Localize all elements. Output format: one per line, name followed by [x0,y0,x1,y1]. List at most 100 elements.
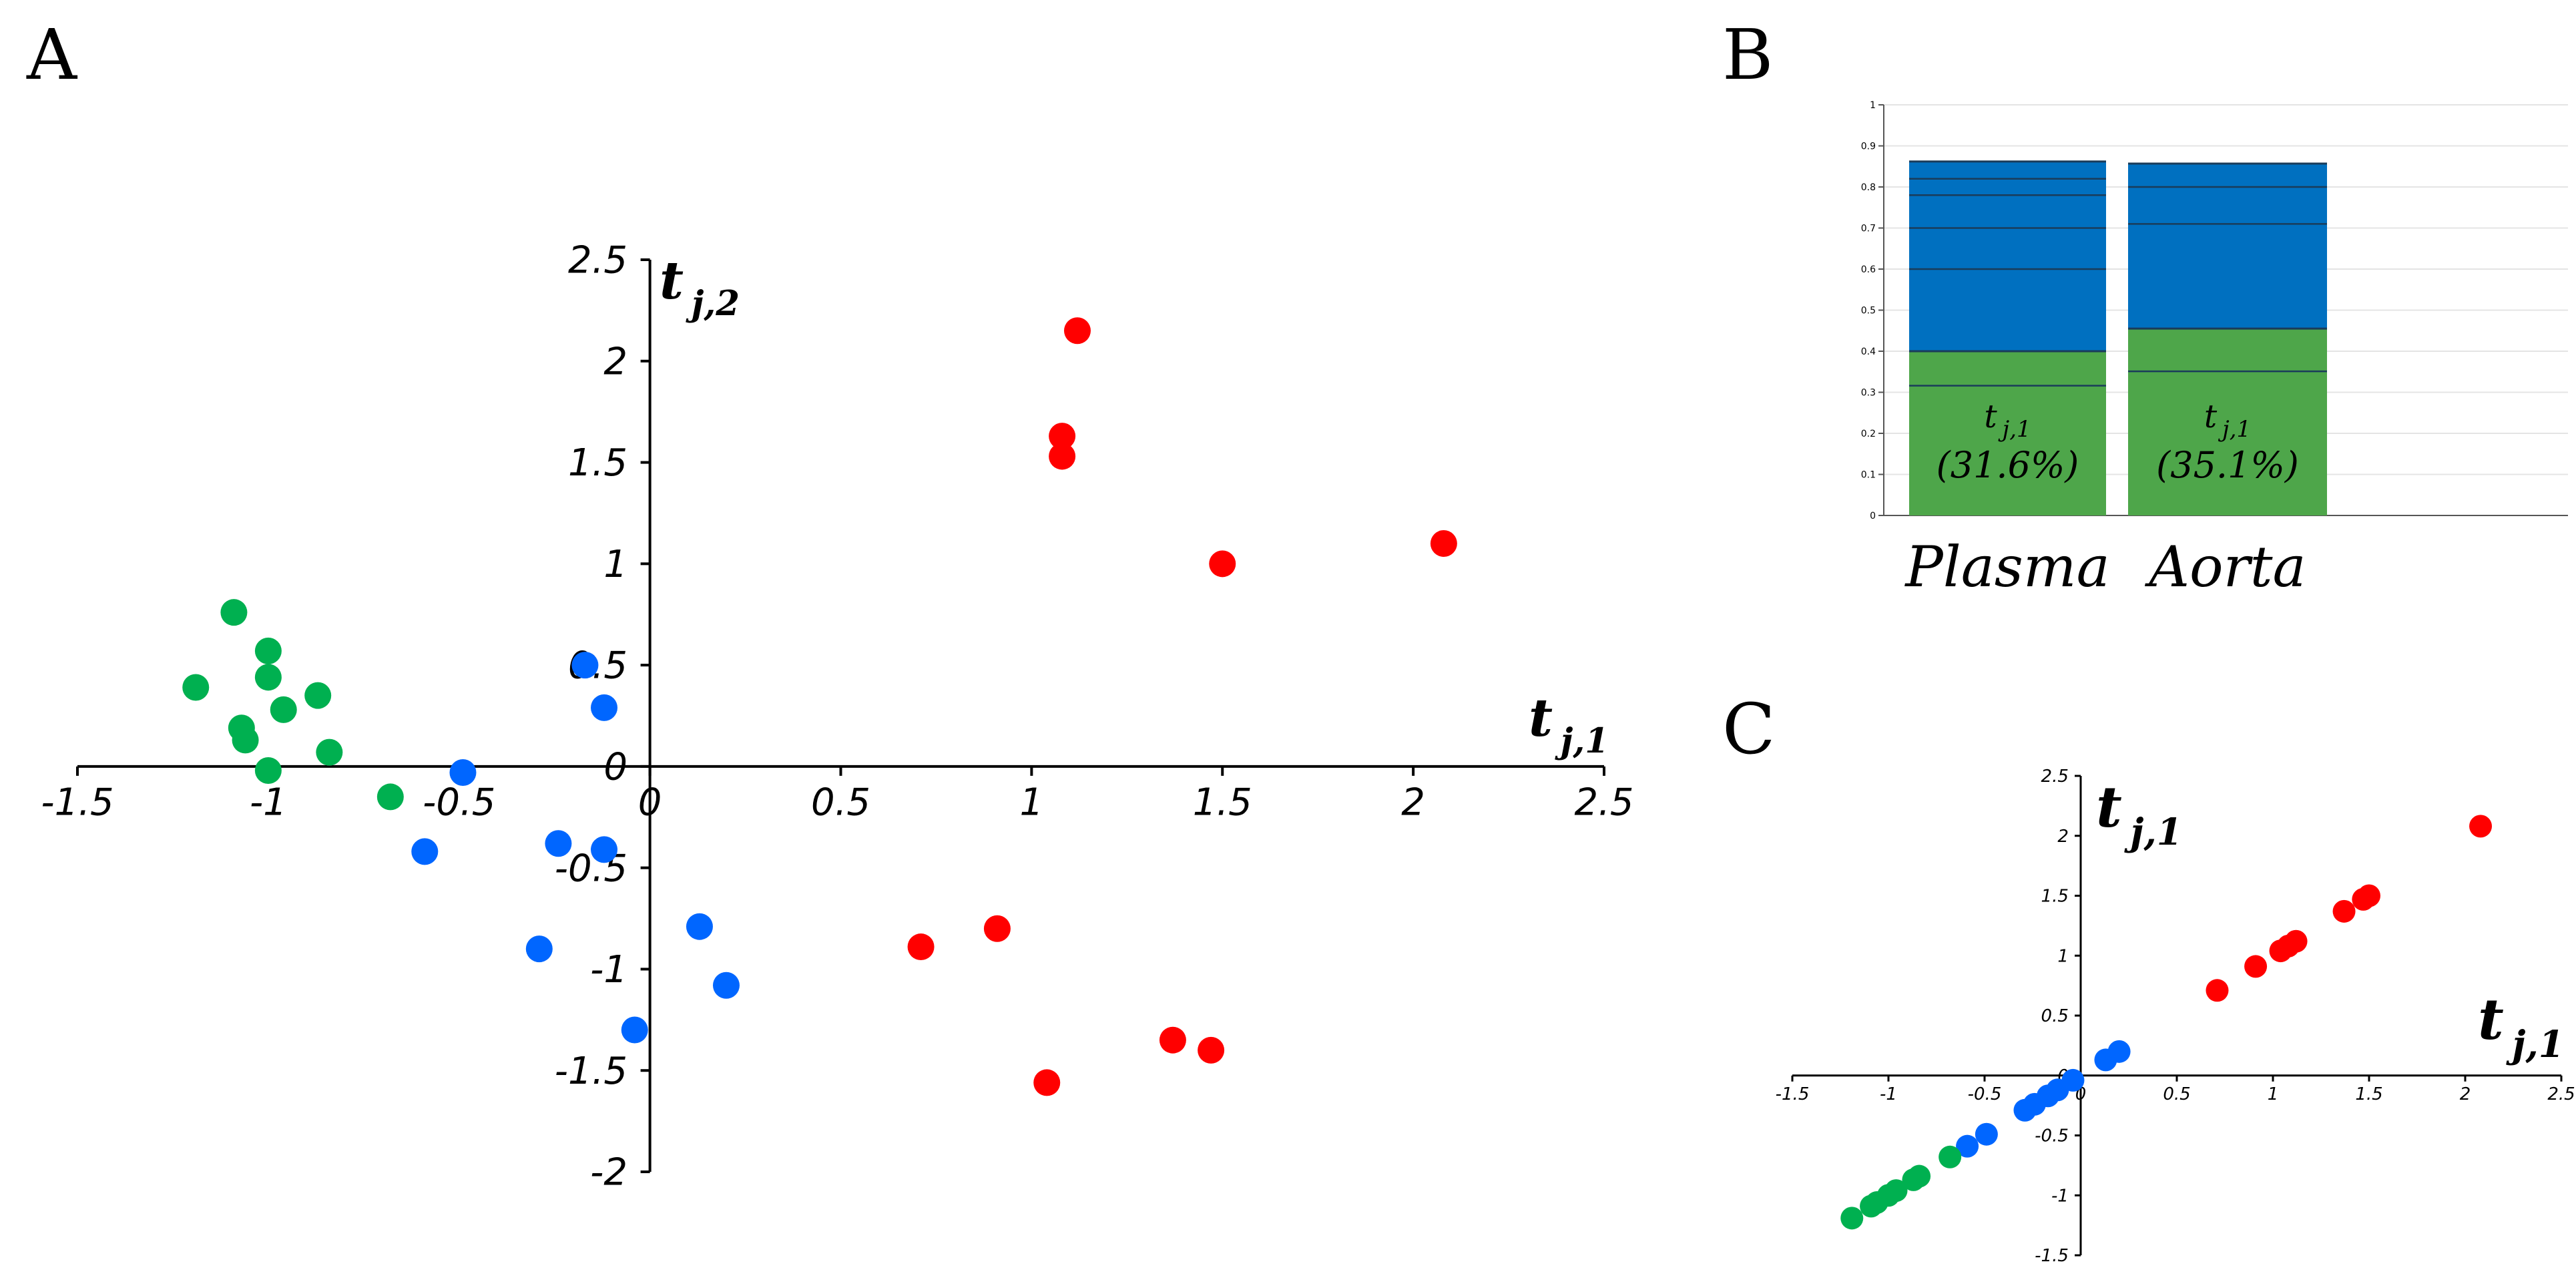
x-tick-label: 1.5 [2355,1084,2382,1104]
data-point-green [1840,1207,1864,1230]
data-point-red [907,933,935,961]
y-tick-label: 2.5 [2041,767,2069,787]
y-tick-label: 0.5 [2041,1006,2069,1026]
data-point-blue [591,694,618,721]
y-tick-label: 0 [603,745,627,789]
y-tick-label: 2 [2057,827,2069,847]
x-tick-label: 2.5 [2547,1084,2575,1104]
data-point-blue [686,913,713,940]
y-tick-label: 0.2 [1861,429,1876,439]
x-tick-label: -0.5 [423,781,495,825]
data-point-red [1049,443,1076,470]
x-tick-label: -0.5 [1968,1084,2002,1104]
data-point-blue [2094,1048,2117,1072]
bar-segment-green [1909,351,2106,515]
x-axis-title: t j,1 [1529,688,1609,761]
y-tick-label: -1 [590,948,627,992]
y-tick-label: 1 [2057,946,2069,966]
data-point-blue [621,1016,648,1044]
data-point-blue [545,830,572,857]
data-point-blue [1975,1122,1998,1146]
panel-label-c: C [1722,688,1776,770]
data-point-red [2269,939,2292,963]
bar-label-subscript: j,1 [2218,416,2251,443]
y-tick-label: 0.6 [1861,264,1876,275]
data-point-red [983,915,1011,942]
bar-segment-green [2128,329,2327,515]
y-tick-label: 1.5 [568,441,627,485]
bar-label-percent: (31.6%) [1937,444,2079,486]
y-tick-label: -1 [2051,1186,2069,1206]
category-label: Aorta [2144,534,2306,600]
y-tick-label: 0.4 [1861,347,1876,357]
data-point-red [2352,887,2375,911]
data-point-red [1159,1026,1186,1054]
y-tick-label: 1 [1870,100,1876,111]
y-tick-label: -1.5 [555,1050,627,1093]
bar-label-component: t j,1 [1984,398,2031,443]
y-tick-label: 2 [603,340,627,383]
y-tick-label: 0.9 [1861,142,1876,152]
data-point-red [1049,423,1076,450]
x-tick-label: 1.5 [1193,781,1252,825]
data-point-green [254,664,282,691]
data-point-blue [571,652,599,679]
panel-label-b: B [1722,14,1773,95]
bar-label-component: t j,1 [2204,398,2251,443]
x-tick-label: -1.5 [1776,1084,1810,1104]
y-tick-label: 1.5 [2041,887,2069,907]
bar-label-main: t [2204,398,2218,435]
y-tick-label: 0.3 [1861,388,1876,399]
x-tick-label: -1 [250,781,287,825]
y-tick-label: 0.8 [1861,182,1876,193]
data-point-red [2332,899,2356,923]
data-point-green [254,637,282,664]
bar-segment-blue [1909,161,2106,351]
y-axis-title-subscript: j,2 [686,284,740,324]
bar-label-main: t [1984,398,1997,435]
data-point-red [2244,955,2268,978]
data-point-red [1430,529,1457,557]
data-point-red [1063,317,1091,345]
category-label: Plasma [1904,534,2109,600]
data-point-green [304,682,332,709]
x-tick-label: 2 [1401,781,1425,825]
y-axis-title: t j,1 [2096,774,2182,854]
y-axis-title-main: t [2096,774,2122,840]
x-axis-title-subscript: j,1 [1555,721,1609,761]
data-point-green [1902,1168,1925,1191]
scatter-panel-c: -1.5-1-0.500.511.522.5-1.5-1-0.500.511.5… [1776,767,2575,1266]
panel-label-a: A [26,14,78,95]
data-point-green [254,757,282,784]
x-tick-label: -1.5 [41,781,113,825]
y-tick-label: 1 [603,543,627,586]
data-point-red [1198,1036,1225,1064]
data-point-blue [591,836,618,863]
data-point-red [1033,1069,1061,1096]
x-tick-label: -1 [1880,1084,1897,1104]
bar-label-percent: (35.1%) [2156,444,2299,486]
data-point-blue [712,972,740,999]
x-tick-label: 0.5 [2163,1084,2190,1104]
y-tick-label: 0.7 [1861,224,1876,234]
data-point-red [1209,550,1236,578]
x-axis-title: t j,1 [2478,986,2564,1066]
x-axis-title-main: t [1529,688,1553,748]
x-axis-title-main: t [2478,986,2504,1052]
y-axis-title-subscript: j,1 [2123,811,2182,854]
scatter-panel-a: -1.5-1-0.500.511.522.5-2-1.5-1-0.500.511… [41,239,1633,1195]
data-point-green [376,783,404,811]
data-point-blue [449,759,477,786]
data-point-red [2206,979,2229,1002]
data-point-blue [411,838,439,865]
y-tick-label: -0.5 [2035,1126,2069,1146]
x-tick-label: 0 [638,781,662,825]
data-point-blue [2013,1098,2037,1122]
data-point-green [1939,1145,1962,1168]
y-tick-label: -1.5 [2035,1246,2069,1266]
bar-label-subscript: j,1 [1998,416,2031,443]
y-tick-label: -2 [590,1151,627,1195]
bar-panel-b: 00.10.20.30.40.50.60.70.80.91t j,1(31.6%)… [1861,100,2568,600]
data-point-blue [525,935,553,963]
